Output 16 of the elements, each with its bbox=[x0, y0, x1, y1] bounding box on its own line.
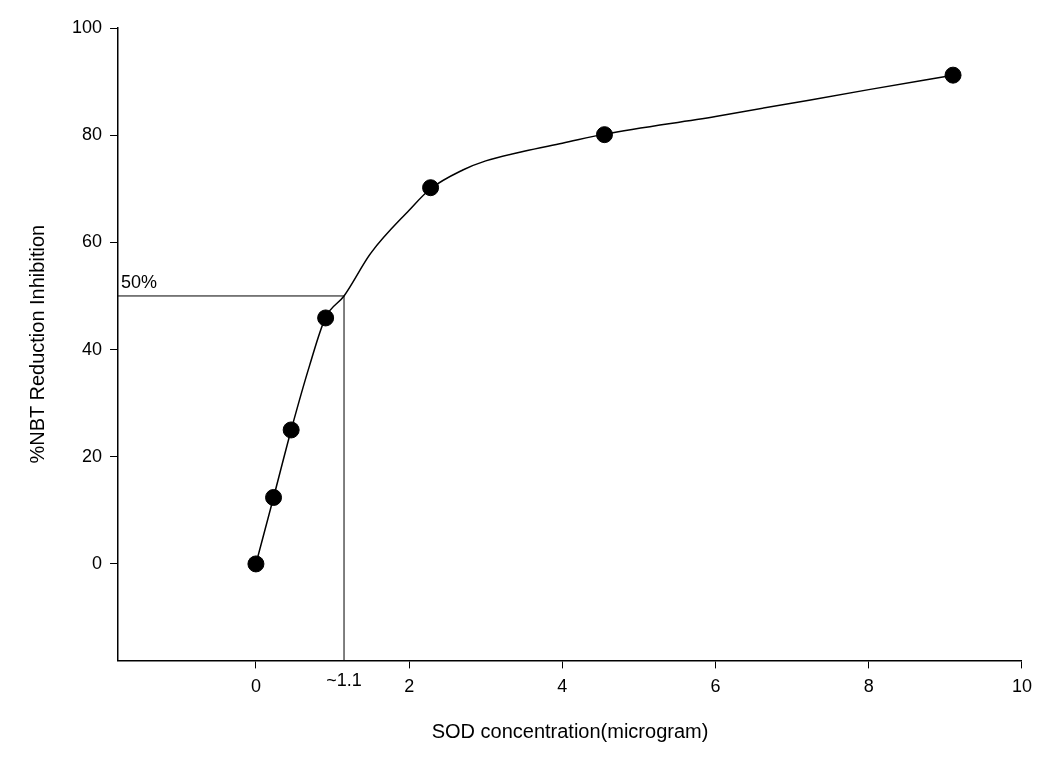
x-tick-label: 0 bbox=[250, 676, 261, 697]
x-tick-label: 2 bbox=[404, 676, 415, 697]
y-tick-label: 40 bbox=[82, 338, 103, 359]
x-tick-label: 8 bbox=[863, 676, 874, 697]
x-axis-title: SOD concentration(microgram) bbox=[431, 719, 709, 742]
ref-line-label: 50% bbox=[121, 271, 158, 292]
y-axis-title: %NBT Reduction Inhibition bbox=[25, 224, 48, 464]
y-tick-label: 100 bbox=[71, 16, 103, 37]
x-tick-label: 4 bbox=[557, 676, 568, 697]
y-tick-label: 20 bbox=[82, 445, 103, 466]
x-tick-label: 6 bbox=[710, 676, 721, 697]
ref-line-label: ~1.1 bbox=[326, 670, 362, 691]
x-tick-label: 10 bbox=[1011, 676, 1032, 697]
y-tick-label: 60 bbox=[82, 231, 103, 252]
y-tick-label: 0 bbox=[92, 552, 103, 573]
y-tick-label: 80 bbox=[82, 124, 103, 145]
